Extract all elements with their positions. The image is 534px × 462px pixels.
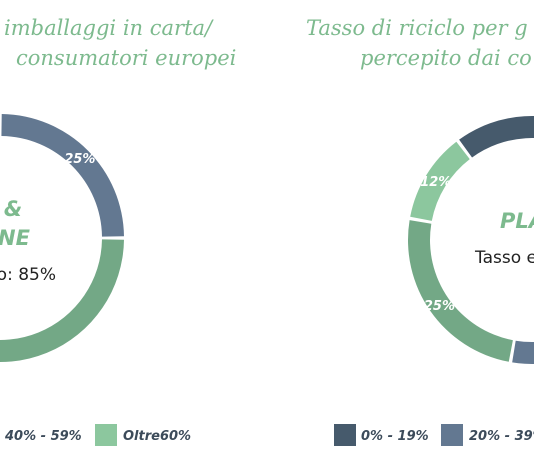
donut-chart-left: 10%25% <box>0 114 124 362</box>
center-label-right: PLA Tasso e <box>474 209 534 268</box>
legend-label-0-19: 0% - 19% <box>361 429 429 444</box>
chart-title-right-line-1: Tasso di riciclo per g <box>306 16 528 40</box>
donut-chart-right: 25% 12% <box>408 116 534 364</box>
donut-slice-0-19 <box>459 116 534 158</box>
center-subtitle-left: o: 85% <box>0 265 56 285</box>
donut-slice-oltre60 <box>410 141 470 221</box>
slice-label: 12% <box>420 175 451 190</box>
legend-label-oltre60: Oltre60% <box>123 429 191 444</box>
center-title-left-line-2: NE <box>0 226 31 250</box>
legend-swatch-0-19 <box>334 424 356 446</box>
center-title-right-line-1: PLA <box>500 209 534 233</box>
donut-slice-20-39 <box>512 340 534 364</box>
donut-slice-40-59 <box>408 220 513 362</box>
center-label-left: & NE o: 85% <box>0 197 56 285</box>
center-title-left-line-1: & <box>4 197 22 221</box>
legend-swatch-20-39 <box>441 424 463 446</box>
legend-label-40-59: 40% - 59% <box>4 429 82 444</box>
donut-slice-20-39 <box>1 114 124 237</box>
chart-title-left-line-1: imballaggi in carta/ <box>4 16 213 40</box>
legend-label-20-39: 20% - 39% <box>469 429 534 444</box>
chart-title-right-line-2: percepito dai co <box>360 46 532 70</box>
chart-title-right: Tasso di riciclo per g percepito dai co <box>306 13 532 73</box>
slice-label: 25% <box>424 299 455 314</box>
center-subtitle-right: Tasso e <box>474 248 534 268</box>
chart-title-left-line-2: consumatori europei <box>16 46 237 70</box>
legend: 40% - 59% Oltre60% 0% - 19% 20% - 39% <box>4 424 534 446</box>
slice-label: 25% <box>64 152 95 167</box>
donut-slice-40-59 <box>0 239 124 362</box>
chart-title-left: imballaggi in carta/ consumatori europei <box>4 13 236 73</box>
legend-swatch-oltre60 <box>95 424 117 446</box>
